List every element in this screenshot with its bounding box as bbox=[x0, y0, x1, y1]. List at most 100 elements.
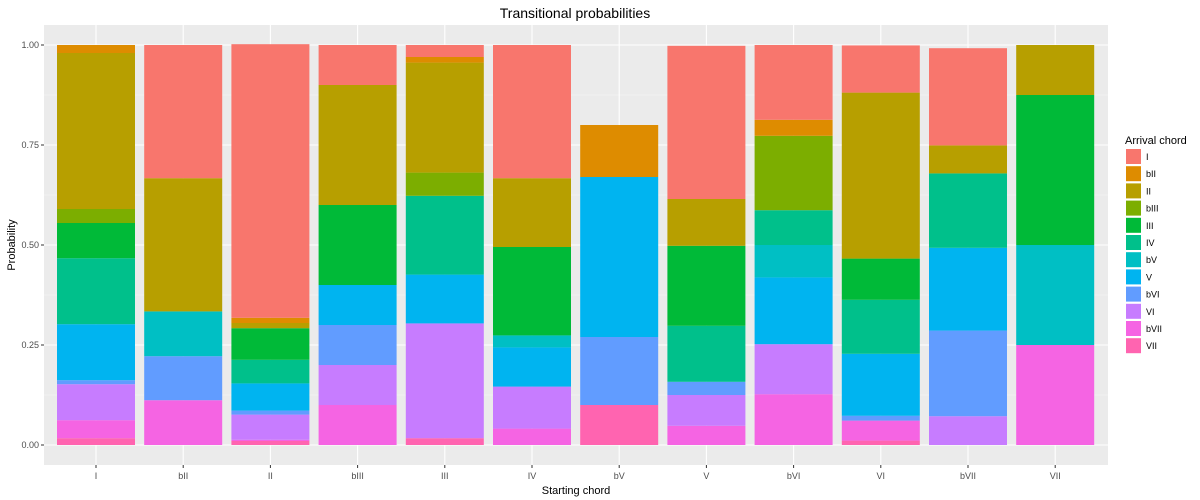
bar-segment bbox=[754, 45, 833, 120]
bar-segment bbox=[318, 45, 397, 85]
legend-swatch bbox=[1126, 149, 1141, 164]
bar-segment bbox=[144, 178, 223, 312]
bar-segment bbox=[144, 45, 223, 179]
legend-label: II bbox=[1146, 186, 1151, 196]
bar-segment bbox=[754, 210, 833, 245]
bar-segment bbox=[405, 274, 484, 324]
bar-segment bbox=[231, 323, 310, 329]
bar-segment bbox=[57, 223, 135, 259]
bar-segment bbox=[57, 258, 135, 325]
bar-segment bbox=[929, 145, 1007, 174]
bar-segment bbox=[231, 383, 310, 411]
bar-segment bbox=[405, 45, 484, 57]
bar-segment bbox=[841, 420, 920, 441]
y-tick-label: 1.00 bbox=[21, 40, 39, 50]
bar-segment bbox=[580, 125, 659, 177]
legend-label: bV bbox=[1146, 255, 1157, 265]
bar-segment bbox=[57, 209, 135, 223]
bar-segment bbox=[580, 177, 659, 337]
bar-segment bbox=[318, 85, 397, 205]
y-tick-label: 0.00 bbox=[21, 440, 39, 450]
chart-title: Transitional probabilities bbox=[500, 5, 650, 21]
y-axis-title: Probability bbox=[6, 219, 18, 271]
bar-stacks bbox=[57, 44, 1095, 445]
x-tick-label: bVI bbox=[787, 471, 801, 481]
bar-segment bbox=[841, 415, 920, 421]
bar-stack bbox=[144, 45, 223, 445]
bar-segment bbox=[318, 405, 397, 445]
legend-label: bIII bbox=[1146, 204, 1159, 214]
bar-segment bbox=[1016, 95, 1095, 245]
bar-stack bbox=[580, 125, 659, 445]
bar-segment bbox=[754, 245, 833, 278]
bar-segment bbox=[667, 325, 746, 382]
bar-segment bbox=[667, 425, 746, 445]
bar-segment bbox=[318, 325, 397, 365]
bar-segment bbox=[57, 438, 135, 445]
bar-segment bbox=[841, 299, 920, 354]
bar-segment bbox=[667, 45, 746, 199]
bar-segment bbox=[841, 45, 920, 93]
bar-segment bbox=[493, 247, 571, 336]
bar-stack bbox=[754, 45, 833, 445]
bar-segment bbox=[57, 384, 135, 421]
bar-segment bbox=[144, 311, 223, 357]
bar-segment bbox=[754, 394, 833, 445]
bar-segment bbox=[493, 428, 571, 445]
bar-segment bbox=[231, 328, 310, 360]
bar-segment bbox=[667, 395, 746, 426]
legend-label: VI bbox=[1146, 307, 1155, 317]
x-tick-label: bIII bbox=[351, 471, 364, 481]
bar-segment bbox=[493, 335, 571, 348]
bar-segment bbox=[667, 245, 746, 326]
bar-stack bbox=[1016, 45, 1095, 445]
bar-segment bbox=[754, 135, 833, 211]
legend-swatch bbox=[1126, 252, 1141, 268]
x-tick-label: V bbox=[703, 471, 709, 481]
bar-segment bbox=[841, 258, 920, 300]
y-tick-label: 0.75 bbox=[21, 140, 39, 150]
bar-stack bbox=[57, 45, 135, 445]
x-tick-label: VI bbox=[877, 471, 886, 481]
bar-segment bbox=[318, 205, 397, 285]
legend-swatch bbox=[1126, 235, 1141, 250]
bar-stack bbox=[841, 45, 920, 445]
legend-label: bII bbox=[1146, 169, 1156, 179]
legend-label: VII bbox=[1146, 341, 1157, 351]
legend-label: I bbox=[1146, 152, 1149, 162]
bar-segment bbox=[929, 416, 1007, 445]
x-tick-label: VII bbox=[1050, 471, 1061, 481]
y-tick-label: 0.25 bbox=[21, 340, 39, 350]
legend-title: Arrival chord bbox=[1125, 135, 1187, 147]
bar-segment bbox=[493, 386, 571, 429]
bar-segment bbox=[580, 337, 659, 405]
bar-segment bbox=[929, 247, 1007, 331]
bar-segment bbox=[57, 380, 135, 385]
x-tick-label: bV bbox=[614, 471, 625, 481]
x-axis-title: Starting chord bbox=[542, 485, 610, 497]
bar-stack bbox=[405, 45, 484, 445]
bar-segment bbox=[318, 365, 397, 405]
bar-segment bbox=[929, 48, 1007, 146]
y-tick-label: 0.50 bbox=[21, 240, 39, 250]
bar-segment bbox=[493, 45, 571, 179]
legend-swatch bbox=[1126, 200, 1141, 216]
bar-segment bbox=[667, 199, 746, 246]
bar-segment bbox=[405, 62, 484, 173]
y-axis: 0.00 0.25 0.50 0.75 1.00 bbox=[21, 40, 44, 450]
legend-swatch bbox=[1126, 217, 1141, 233]
legend-swatch bbox=[1126, 183, 1141, 199]
bar-segment bbox=[754, 277, 833, 345]
bar-segment bbox=[841, 92, 920, 259]
bar-segment bbox=[231, 439, 310, 441]
bar-segment bbox=[231, 44, 310, 318]
legend-label: bVI bbox=[1146, 290, 1160, 300]
bar-segment bbox=[318, 285, 397, 325]
x-tick-label: III bbox=[441, 471, 449, 481]
bar-segment bbox=[57, 324, 135, 381]
legend-swatch bbox=[1126, 338, 1141, 354]
bar-segment bbox=[929, 330, 1007, 417]
bar-stack bbox=[318, 45, 397, 445]
legend-swatch bbox=[1126, 269, 1141, 285]
